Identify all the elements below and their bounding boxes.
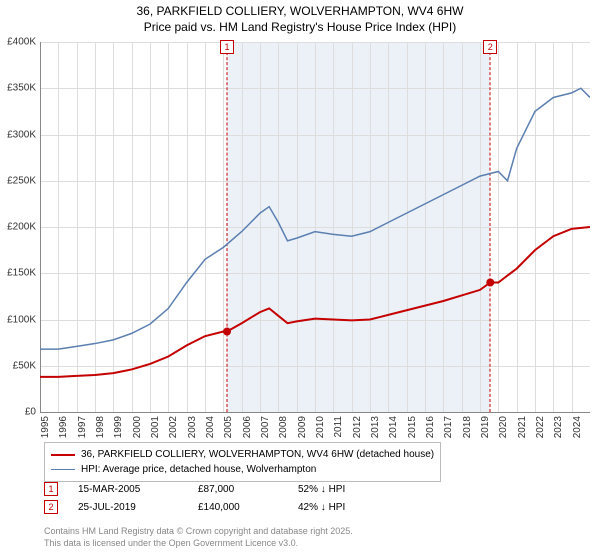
xtick-label: 2017 <box>443 416 454 438</box>
annotation-delta: 42% ↓ HPI <box>298 502 345 513</box>
legend-swatch <box>51 454 75 456</box>
gridline-v <box>113 42 114 412</box>
xtick-label: 2011 <box>333 416 344 438</box>
ytick-label: £250K <box>0 175 36 186</box>
legend-label: HPI: Average price, detached house, Wolv… <box>81 462 316 477</box>
ytick-label: £200K <box>0 222 36 233</box>
gridline-v <box>553 42 554 412</box>
gridline-v <box>498 42 499 412</box>
xtick-label: 2000 <box>132 416 143 438</box>
gridline-v <box>425 42 426 412</box>
legend-swatch <box>51 469 75 471</box>
gridline-v <box>333 42 334 412</box>
xtick-label: 1997 <box>77 416 88 438</box>
event-marker-box: 1 <box>220 40 234 54</box>
gridline-v <box>77 42 78 412</box>
xtick-label: 2016 <box>425 416 436 438</box>
legend-row: HPI: Average price, detached house, Wolv… <box>51 462 434 477</box>
gridline-v <box>443 42 444 412</box>
gridline-v <box>535 42 536 412</box>
legend-label: 36, PARKFIELD COLLIERY, WOLVERHAMPTON, W… <box>81 447 434 462</box>
xtick-label: 2014 <box>388 416 399 438</box>
xtick-label: 2023 <box>553 416 564 438</box>
xtick-label: 2020 <box>498 416 509 438</box>
ytick-label: £300K <box>0 129 36 140</box>
gridline-v <box>315 42 316 412</box>
legend: 36, PARKFIELD COLLIERY, WOLVERHAMPTON, W… <box>44 442 441 482</box>
gridline-v <box>462 42 463 412</box>
xtick-label: 2024 <box>572 416 583 438</box>
xtick-label: 2018 <box>462 416 473 438</box>
annotation-delta: 52% ↓ HPI <box>298 484 345 495</box>
event-marker-box: 2 <box>483 40 497 54</box>
xtick-label: 2012 <box>352 416 363 438</box>
ytick-label: £150K <box>0 268 36 279</box>
gridline-v <box>388 42 389 412</box>
ytick-label: £400K <box>0 37 36 48</box>
xtick-label: 2004 <box>205 416 216 438</box>
gridline-v <box>480 42 481 412</box>
annotation-date: 25-JUL-2019 <box>78 502 178 513</box>
gridline-v <box>205 42 206 412</box>
xtick-label: 2022 <box>535 416 546 438</box>
xtick-label: 2003 <box>187 416 198 438</box>
y-axis <box>40 42 41 412</box>
xtick-label: 1998 <box>95 416 106 438</box>
gridline-v <box>352 42 353 412</box>
xtick-label: 2008 <box>278 416 289 438</box>
xtick-label: 2013 <box>370 416 381 438</box>
annotation-row: 1 15-MAR-2005 £87,000 52% ↓ HPI <box>44 482 345 496</box>
gridline-v <box>278 42 279 412</box>
annotation-marker: 2 <box>44 500 58 514</box>
annotation-price: £87,000 <box>198 484 278 495</box>
xtick-label: 2001 <box>150 416 161 438</box>
gridline-v <box>150 42 151 412</box>
gridline-v <box>242 42 243 412</box>
gridline-v <box>297 42 298 412</box>
xtick-label: 2009 <box>297 416 308 438</box>
annotation-row: 2 25-JUL-2019 £140,000 42% ↓ HPI <box>44 500 345 514</box>
gridline-v <box>58 42 59 412</box>
gridline-v <box>370 42 371 412</box>
ytick-label: £100K <box>0 314 36 325</box>
xtick-label: 2021 <box>517 416 528 438</box>
title-line-1: 36, PARKFIELD COLLIERY, WOLVERHAMPTON, W… <box>0 4 600 20</box>
xtick-label: 2019 <box>480 416 491 438</box>
annotation-marker: 1 <box>44 482 58 496</box>
gridline-v <box>572 42 573 412</box>
title-line-2: Price paid vs. HM Land Registry's House … <box>0 20 600 36</box>
footer-line-1: Contains HM Land Registry data © Crown c… <box>44 526 353 538</box>
xtick-label: 2005 <box>223 416 234 438</box>
event-marker-line <box>490 42 491 412</box>
xtick-label: 1996 <box>58 416 69 438</box>
gridline-v <box>407 42 408 412</box>
gridline-v <box>95 42 96 412</box>
xtick-label: 1999 <box>113 416 124 438</box>
event-marker-line <box>227 42 228 412</box>
annotation-date: 15-MAR-2005 <box>78 484 178 495</box>
line-chart: £0£50K£100K£150K£200K£250K£300K£350K£400… <box>40 42 590 412</box>
xtick-label: 1995 <box>40 416 51 438</box>
xtick-label: 2006 <box>242 416 253 438</box>
ytick-label: £350K <box>0 83 36 94</box>
annotation-price: £140,000 <box>198 502 278 513</box>
xtick-label: 2010 <box>315 416 326 438</box>
ytick-label: £50K <box>0 360 36 371</box>
gridline-v <box>168 42 169 412</box>
footer-attribution: Contains HM Land Registry data © Crown c… <box>44 526 353 549</box>
gridline-v <box>187 42 188 412</box>
gridline-v <box>517 42 518 412</box>
gridline-v <box>223 42 224 412</box>
gridline-v <box>260 42 261 412</box>
ytick-label: £0 <box>0 407 36 418</box>
footer-line-2: This data is licensed under the Open Gov… <box>44 538 353 550</box>
gridline-v <box>132 42 133 412</box>
legend-row: 36, PARKFIELD COLLIERY, WOLVERHAMPTON, W… <box>51 447 434 462</box>
xtick-label: 2002 <box>168 416 179 438</box>
annotation-table: 1 15-MAR-2005 £87,000 52% ↓ HPI 2 25-JUL-2019… <box>44 482 345 518</box>
xtick-label: 2007 <box>260 416 271 438</box>
x-axis <box>40 412 590 413</box>
chart-title: 36, PARKFIELD COLLIERY, WOLVERHAMPTON, W… <box>0 0 600 37</box>
xtick-label: 2015 <box>407 416 418 438</box>
